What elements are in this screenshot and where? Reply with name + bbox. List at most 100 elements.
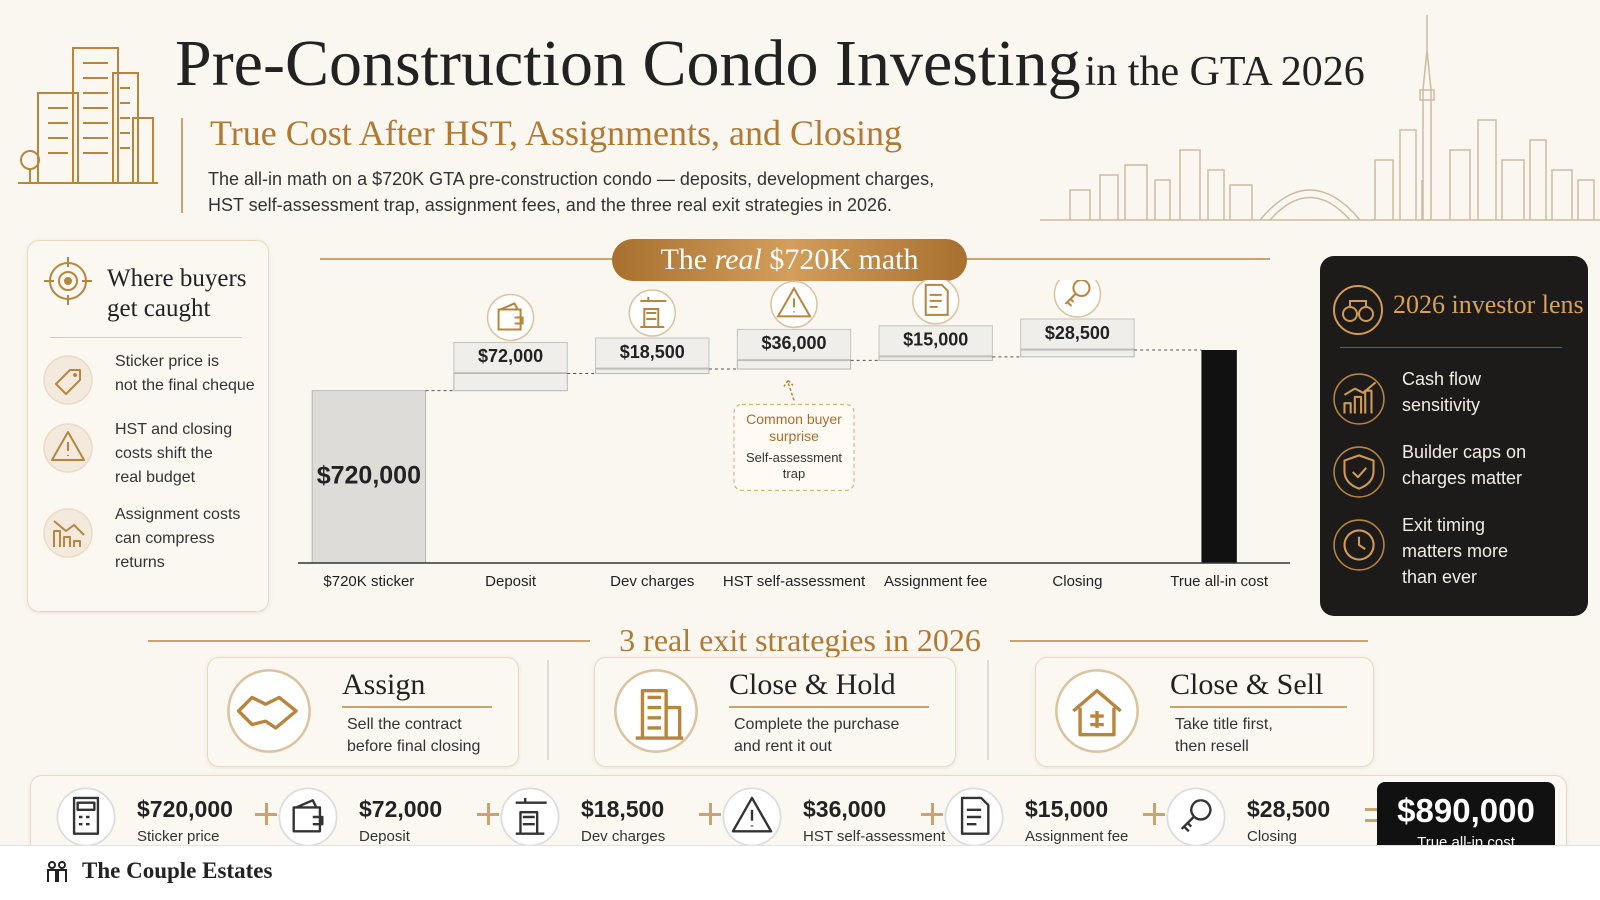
- left-panel-item-line: real budget: [115, 469, 196, 486]
- x-tick-label: HST self-assessment: [723, 573, 866, 590]
- icon-ring: [614, 669, 698, 753]
- equation-value: $720,000: [137, 796, 233, 822]
- icon-ring: [911, 280, 960, 325]
- icon: [278, 787, 338, 847]
- exit-card-title: Close & Sell: [1170, 668, 1347, 708]
- left-panel-item: HST and closing costs shift the real budge…: [115, 418, 232, 490]
- annotation-arrow: [783, 379, 795, 401]
- equation-label: Closing: [1247, 828, 1298, 845]
- value-label-box: [595, 337, 710, 369]
- icon-glyph: [1343, 529, 1375, 561]
- exit-card-text: Complete the purchase and rent it out: [734, 714, 899, 758]
- x-tick-label: $720K sticker: [323, 573, 414, 590]
- icon-glyph: [924, 283, 949, 316]
- left-panel-title: Where buyers get caught: [107, 264, 247, 324]
- exit-card-text: Sell the contract before final closing: [347, 714, 480, 758]
- binoculars-icon: [1333, 285, 1383, 335]
- divider: [50, 337, 242, 338]
- right-panel-item-line: charges matter: [1402, 468, 1523, 488]
- icon-glyph: [1343, 381, 1377, 414]
- icon: [56, 787, 116, 847]
- exit-card-text-line: Take title first,: [1175, 716, 1273, 733]
- right-panel-item-line: Exit timing: [1402, 515, 1486, 535]
- icon-glyph: [1343, 454, 1375, 490]
- right-panel-item: Cash flow sensitivity: [1402, 366, 1481, 418]
- description-line: HST self-assessment trap, assignment fee…: [208, 195, 893, 215]
- bar: [453, 372, 568, 392]
- equation-value: $15,000: [1025, 796, 1109, 822]
- bar: [1020, 349, 1135, 358]
- icon-glyph: [292, 799, 324, 833]
- value-label: $15,000: [903, 330, 968, 350]
- left-panel-item-line: Assignment costs: [115, 506, 241, 523]
- exit-card-text-line: Complete the purchase: [734, 716, 900, 733]
- bar: [1201, 350, 1237, 563]
- left-panel-item: Assignment costs can compress returns: [115, 503, 240, 575]
- icon: [1055, 669, 1139, 753]
- equation-value: $18,500: [581, 796, 665, 822]
- icon: [1333, 373, 1385, 425]
- x-tick-label: Dev charges: [610, 573, 694, 590]
- annotation-text: Self-assessment: [746, 450, 842, 465]
- value-label-box: [453, 341, 568, 373]
- value-label-box: [736, 328, 852, 360]
- banner-text: The: [660, 243, 708, 276]
- icon: [1166, 787, 1226, 847]
- icon: [944, 787, 1004, 847]
- chart-icon: [486, 293, 535, 342]
- target-icon: [44, 257, 92, 305]
- left-panel-item-line: HST and closing: [115, 421, 233, 438]
- right-panel-item: Exit timing matters more than ever: [1402, 512, 1508, 590]
- title-suffix: in the GTA 2026: [1084, 49, 1365, 95]
- exit-card-text-line: before final closing: [347, 738, 481, 755]
- exits-title: 3 real exit strategies in 2026: [590, 619, 1010, 661]
- chart-banner: The real $720K math: [612, 239, 967, 281]
- icon-ring: [278, 787, 338, 847]
- description-line: The all-in math on a $720K GTA pre-const…: [208, 169, 935, 189]
- skyline: [1040, 15, 1600, 221]
- icon-ring: [1053, 280, 1102, 318]
- right-panel-item-line: Builder caps on: [1402, 442, 1527, 462]
- icon-glyph: [72, 796, 100, 835]
- right-panel-title: 2026 investor lens: [1393, 290, 1584, 319]
- value-label-box: [878, 325, 993, 357]
- description: The all-in math on a $720K GTA pre-const…: [208, 166, 934, 218]
- equation-label: Deposit: [359, 828, 410, 845]
- brand: The Couple Estates: [82, 858, 273, 883]
- left-panel-title-line: get caught: [107, 295, 211, 322]
- icon: [227, 669, 311, 753]
- building-icon: [18, 47, 158, 184]
- exit-card-title: Assign: [342, 668, 492, 708]
- icon-glyph: [236, 695, 298, 730]
- annotation-text: trap: [783, 466, 805, 481]
- annotation-box: [733, 403, 855, 491]
- operator: [699, 803, 721, 825]
- divider: [987, 660, 989, 760]
- icon-glyph: [53, 520, 85, 547]
- icon: [43, 355, 93, 405]
- icon: [43, 423, 93, 473]
- chart-icon: [628, 289, 677, 337]
- operator: [255, 803, 277, 825]
- chart-icon: [1053, 280, 1102, 318]
- right-panel-item: Builder caps on charges matter: [1402, 439, 1526, 491]
- footer: [0, 845, 1600, 900]
- icon-glyph: [515, 797, 547, 835]
- icon-glyph: [497, 302, 524, 331]
- equation-value: $28,500: [1247, 796, 1331, 822]
- operator: [921, 803, 943, 825]
- banner-text: $720K math: [769, 243, 919, 276]
- equation-value: $36,000: [803, 796, 887, 822]
- operator: [1365, 808, 1387, 822]
- icon-glyph: [1064, 280, 1091, 307]
- equation-value: $72,000: [359, 796, 443, 822]
- bar: [878, 356, 993, 361]
- icon-ring: [1333, 373, 1385, 425]
- chart-icon: [911, 280, 960, 325]
- banner-emphasis: real: [714, 243, 762, 276]
- left-panel-item-line: can compress: [115, 530, 215, 547]
- title: Pre-Construction Condo Investing in the …: [175, 26, 1365, 102]
- exit-card-text-line: Sell the contract: [347, 716, 462, 733]
- value-label: $18,500: [620, 342, 685, 362]
